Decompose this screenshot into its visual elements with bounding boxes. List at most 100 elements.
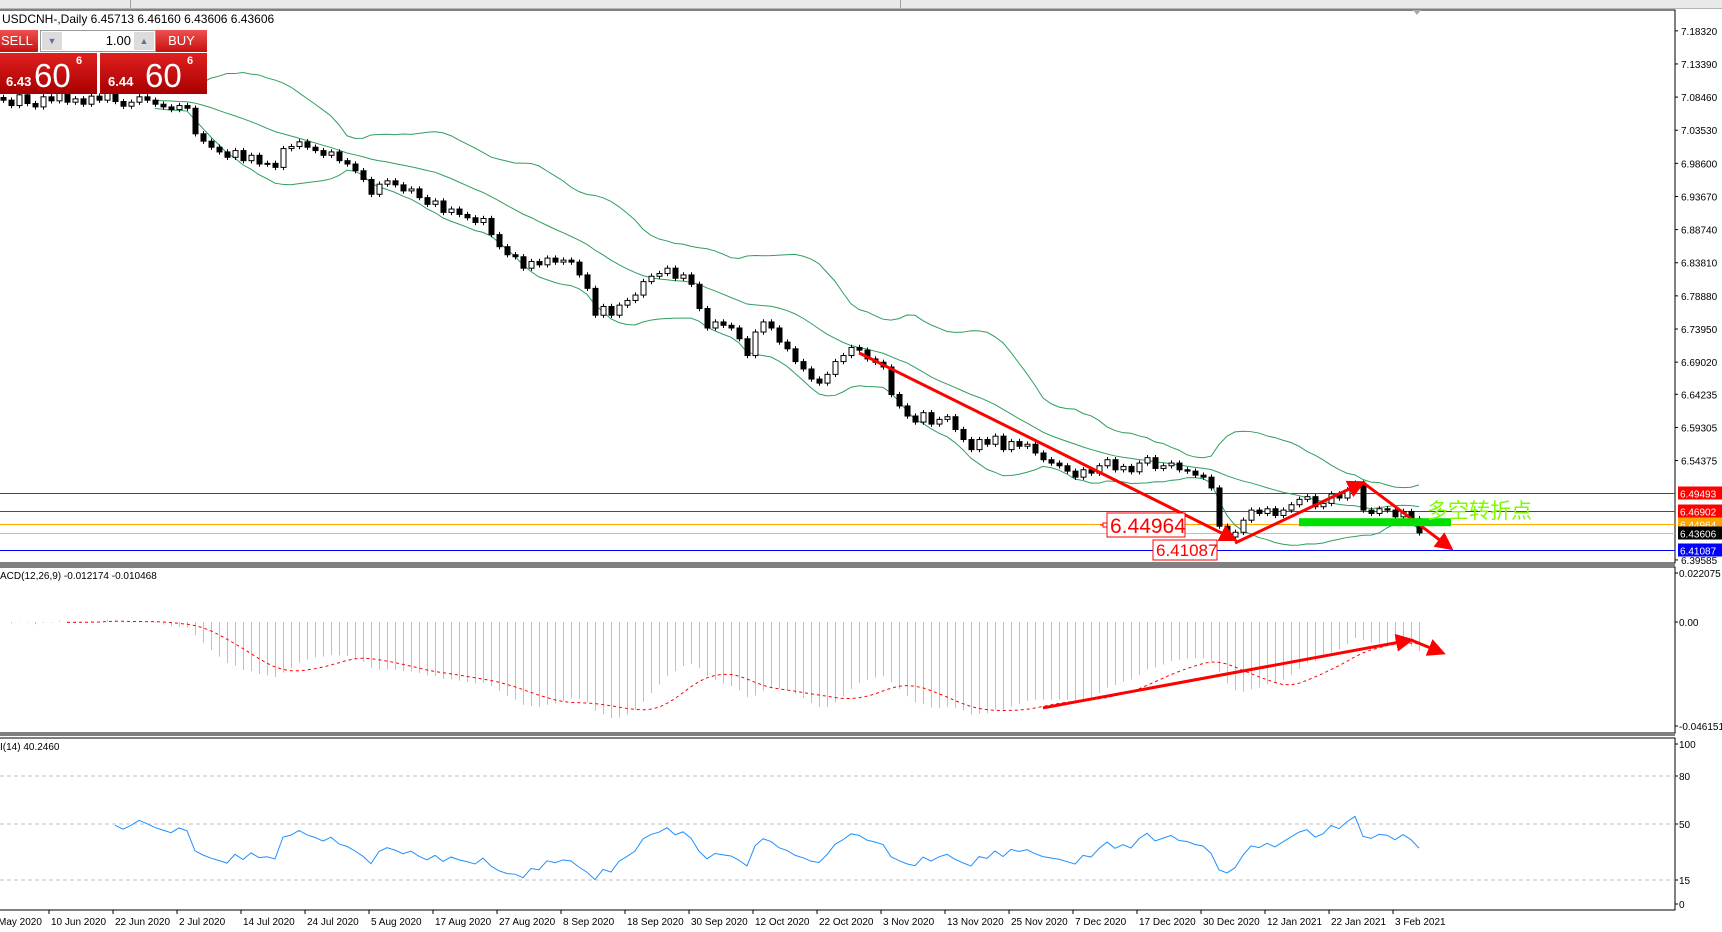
bull-candle-body bbox=[376, 183, 383, 195]
price-level-tag-label: 6.44964 bbox=[1680, 521, 1717, 532]
candle bbox=[720, 319, 727, 328]
price-axis-label: 6.69020 bbox=[1681, 358, 1718, 369]
date-axis-label: 22 Jun 2020 bbox=[115, 917, 170, 928]
bear-candle-body bbox=[512, 254, 519, 258]
rsi-axis-label: 50 bbox=[1679, 820, 1691, 831]
candle bbox=[640, 278, 647, 298]
price-axis-label: 6.39585 bbox=[1681, 556, 1718, 567]
bear-candle-body bbox=[320, 150, 327, 156]
bull-candle-body bbox=[1008, 441, 1015, 451]
toolbar-separator bbox=[900, 0, 901, 8]
candle bbox=[208, 138, 215, 150]
bull-candle-body bbox=[640, 281, 647, 296]
candle bbox=[600, 303, 607, 318]
candle bbox=[72, 96, 79, 105]
candle bbox=[736, 325, 743, 342]
bear-candle-body bbox=[896, 394, 903, 407]
bull-candle-body bbox=[840, 355, 847, 363]
bull-candle-body bbox=[1120, 465, 1127, 471]
candle bbox=[1272, 506, 1279, 519]
bull-candle-body bbox=[40, 96, 47, 108]
bull-candle-body bbox=[1288, 504, 1295, 511]
price-label-text: 6.44964 bbox=[1110, 515, 1186, 538]
candle bbox=[312, 144, 319, 154]
candle bbox=[1008, 438, 1015, 453]
bear-candle-body bbox=[496, 234, 503, 248]
candle bbox=[1112, 457, 1119, 473]
chevron-down-icon[interactable]: ▼ bbox=[42, 32, 62, 50]
candle bbox=[648, 273, 655, 285]
candle bbox=[352, 161, 359, 174]
bear-candle-body bbox=[64, 92, 71, 103]
candle bbox=[856, 344, 863, 353]
rsi-axis-label: 15 bbox=[1679, 876, 1691, 887]
date-axis-label: 13 Nov 2020 bbox=[947, 917, 1004, 928]
sell-price-button[interactable]: 6.43 60 6 bbox=[0, 53, 97, 94]
candle bbox=[1128, 463, 1135, 475]
bear-candle-body bbox=[856, 346, 863, 351]
candle bbox=[976, 436, 983, 453]
candle bbox=[1256, 507, 1263, 517]
bull-candle-body bbox=[760, 321, 767, 333]
buy-price-button[interactable]: 6.44 60 6 bbox=[100, 53, 207, 94]
price-level-tag bbox=[1678, 543, 1722, 557]
candle bbox=[592, 285, 599, 318]
toolbar-separator bbox=[130, 0, 131, 8]
date-axis-label: May 2020 bbox=[0, 917, 42, 928]
date-axis-label: 10 Jun 2020 bbox=[51, 917, 106, 928]
bull-candle-body bbox=[328, 151, 335, 156]
candle bbox=[1000, 433, 1007, 453]
chevron-up-icon[interactable]: ▲ bbox=[134, 32, 154, 50]
candle bbox=[200, 131, 207, 144]
candle bbox=[264, 160, 271, 167]
candle bbox=[144, 94, 151, 103]
bear-candle-body bbox=[520, 256, 527, 269]
price-label-box bbox=[1106, 512, 1186, 538]
price-axis-label: 6.93670 bbox=[1681, 192, 1718, 203]
buy-price-fraction: 6 bbox=[187, 55, 194, 67]
bull-candle-body bbox=[1024, 443, 1031, 447]
candle bbox=[944, 414, 951, 423]
buy-button[interactable]: BUY bbox=[156, 30, 207, 53]
price-axis-label: 6.59305 bbox=[1681, 423, 1718, 434]
bear-candle-body bbox=[120, 101, 127, 107]
bull-candle-body bbox=[848, 346, 855, 357]
date-axis-label: 22 Jan 2021 bbox=[1331, 917, 1386, 928]
candle bbox=[968, 436, 975, 453]
candle bbox=[40, 94, 47, 110]
candle bbox=[784, 339, 791, 352]
bull-candle-body bbox=[432, 200, 439, 205]
sell-button[interactable]: SELL bbox=[0, 30, 38, 53]
lot-size-spinner[interactable]: ▼ 1.00 ▲ bbox=[40, 30, 156, 52]
candle bbox=[776, 325, 783, 345]
bear-candle-body bbox=[592, 287, 599, 316]
date-axis-label: 24 Jul 2020 bbox=[307, 917, 359, 928]
bull-candle-body bbox=[72, 98, 79, 103]
bear-candle-body bbox=[152, 99, 159, 105]
bull-candle-body bbox=[944, 416, 951, 420]
lot-size-input[interactable]: 1.00 bbox=[105, 33, 131, 48]
bull-candle-body bbox=[712, 321, 719, 329]
bear-candle-body bbox=[1392, 509, 1399, 518]
bear-candle-body bbox=[704, 308, 711, 329]
candle bbox=[1392, 507, 1399, 520]
price-axis-label: 7.03530 bbox=[1681, 126, 1718, 137]
candle bbox=[808, 366, 815, 382]
bull-candle-body bbox=[408, 188, 415, 192]
date-axis-label: 7 Dec 2020 bbox=[1075, 917, 1127, 928]
sell-price-pips: 60 bbox=[34, 57, 71, 94]
bull-candle-body bbox=[88, 95, 95, 105]
candle bbox=[1032, 441, 1039, 456]
bull-candle-body bbox=[1248, 509, 1255, 521]
candle bbox=[1176, 460, 1183, 473]
candle bbox=[816, 376, 823, 386]
bollinger-middle-band bbox=[154, 99, 1420, 510]
bear-candle-body bbox=[200, 133, 207, 142]
candle bbox=[584, 272, 591, 292]
candle bbox=[216, 144, 223, 155]
bear-candle-body bbox=[912, 415, 919, 423]
candle bbox=[240, 147, 247, 164]
candle bbox=[920, 409, 927, 425]
date-axis-label: 8 Sep 2020 bbox=[563, 917, 615, 928]
